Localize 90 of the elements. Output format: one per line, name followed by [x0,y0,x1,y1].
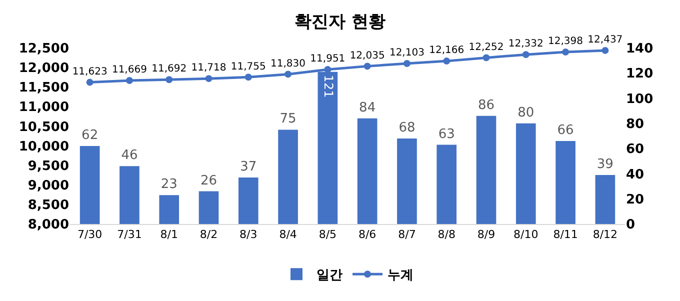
bar [159,195,180,224]
point [562,48,570,56]
x-tick-label: 8/4 [279,228,297,242]
data-label: 12,103 [389,48,424,59]
point [86,78,94,86]
chart-title: 확진자 현황 [294,12,386,32]
y-tick-label: 11,000 [18,100,69,116]
data-label: 66 [557,123,574,138]
data-label: 12,437 [588,34,623,46]
data-label: 63 [438,126,455,142]
data-label: 11,669 [112,64,147,76]
data-label: 12,252 [468,42,504,53]
point [522,51,530,58]
data-label: 11,830 [270,58,306,70]
bar [80,146,100,224]
data-label: 37 [240,159,257,174]
y2-tick-label: 140 [626,42,654,57]
x-tick-label: 8/7 [398,228,416,242]
y2-tick-label: 60 [626,142,644,158]
y-tick-label: 9,000 [28,178,69,194]
x-tick-label: 7/30 [77,228,102,242]
x-tick-label: 8/11 [553,228,578,242]
data-label: 26 [200,173,218,188]
data-label: 11,951 [310,54,346,65]
x-tick-label: 8/10 [514,228,538,242]
x-tick-label: 7/31 [117,228,142,242]
point [482,54,490,62]
data-label: 39 [596,156,614,172]
x-tick-label: 8/5 [318,228,337,242]
point [403,60,410,68]
data-label: 75 [280,112,296,127]
data-label: 12,332 [508,38,544,50]
point [126,77,133,84]
y-tick-label: 9,500 [28,158,69,174]
data-label: 68 [398,120,416,136]
data-label: 11,692 [152,64,187,75]
y2-tick-label: 20 [626,192,644,208]
bar [476,116,496,224]
y2-tick-label: 0 [626,218,636,233]
y-tick-label: 11,500 [18,80,69,96]
bar [556,141,576,224]
point [602,46,609,54]
bar [357,118,378,224]
point [443,58,450,65]
data-label: 11,718 [191,62,226,74]
data-label: 12,398 [548,36,584,48]
legend-label: 일간 [316,268,342,284]
x-tick-label: 8/9 [477,228,496,242]
legend-label: 누계 [388,268,414,284]
x-tick-label: 8/6 [358,228,376,242]
x-tick-label: 8/3 [240,228,258,242]
point [364,62,371,70]
bar [516,123,536,224]
x-tick-label: 8/8 [438,228,456,242]
y-tick-label: 12,500 [18,42,69,57]
data-label: 62 [82,128,98,144]
data-label: 80 [518,105,534,120]
data-label: 121 [321,74,336,98]
y-tick-label: 8,500 [28,198,69,213]
bar [278,130,298,224]
data-label: 12,035 [350,50,385,62]
bar [595,174,616,224]
data-label: 11,623 [72,66,108,78]
y2-tick-label: 100 [626,92,654,107]
y-tick-label: 12,000 [18,61,69,76]
bar [238,177,258,224]
x-tick-label: 8/1 [160,228,178,242]
point [324,66,332,73]
y-tick-label: 10,000 [18,139,69,154]
point [284,70,292,78]
bar [436,144,457,224]
x-tick-label: 8/12 [592,228,618,242]
point [166,76,173,84]
bar [397,138,417,224]
point [205,75,212,82]
y2-tick-label: 40 [626,167,644,182]
y2-tick-label: 120 [626,66,654,82]
data-label: 12,166 [429,45,464,56]
data-label: 11,755 [230,61,266,72]
bar [120,166,140,224]
x-tick-label: 8/2 [200,228,218,242]
data-label: 46 [121,148,138,164]
data-label: 84 [359,100,376,116]
bar [198,191,219,224]
y-tick-label: 8,000 [28,218,69,233]
data-label: 23 [160,177,178,192]
y-tick-label: 10,500 [18,120,69,135]
point [244,74,252,81]
y2-tick-label: 80 [626,116,644,132]
data-label: 86 [478,98,495,113]
